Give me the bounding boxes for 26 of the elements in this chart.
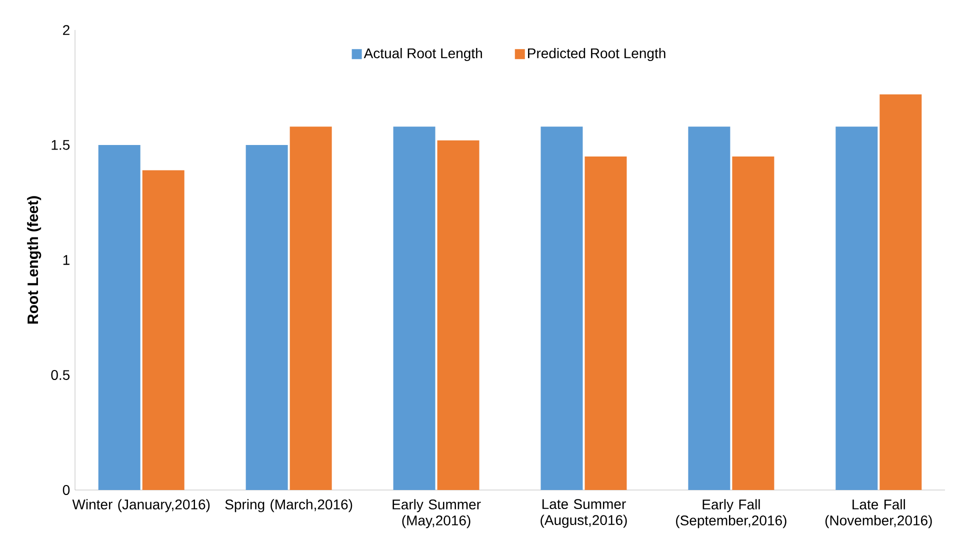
bar [880,94,922,490]
bar [142,170,184,490]
bar [584,156,627,490]
y-tick-label: 0.5 [51,370,70,380]
x-tick-label: Early Fall (September,2016) [676,499,786,528]
bar [437,140,480,490]
x-tick-label: Spring (March,2016) [225,499,352,512]
bar [732,156,774,490]
y-tick-label: 1.5 [52,140,70,150]
legend-label: Actual Root Length [364,48,482,62]
x-tick-label: Late Fall (November,2016) [825,499,932,528]
legend-label: Predicted Root Length [528,48,666,62]
bar [836,126,878,490]
y-tick-label: 2 [63,25,70,35]
y-tick-label: 1 [63,255,70,265]
bar [290,126,332,490]
bar [393,126,436,490]
x-tick-label: Winter (January,2016) [72,499,210,512]
bar [540,126,583,490]
bar [98,145,140,490]
y-axis-title: Root Length (feet) [27,196,42,324]
x-tick-label: Late Summer (August,2016) [540,499,627,528]
y-tick-label: 0 [62,485,70,495]
x-tick-label: Early Summer (May,2016) [392,499,481,528]
bar [688,126,730,490]
bar [246,145,288,490]
